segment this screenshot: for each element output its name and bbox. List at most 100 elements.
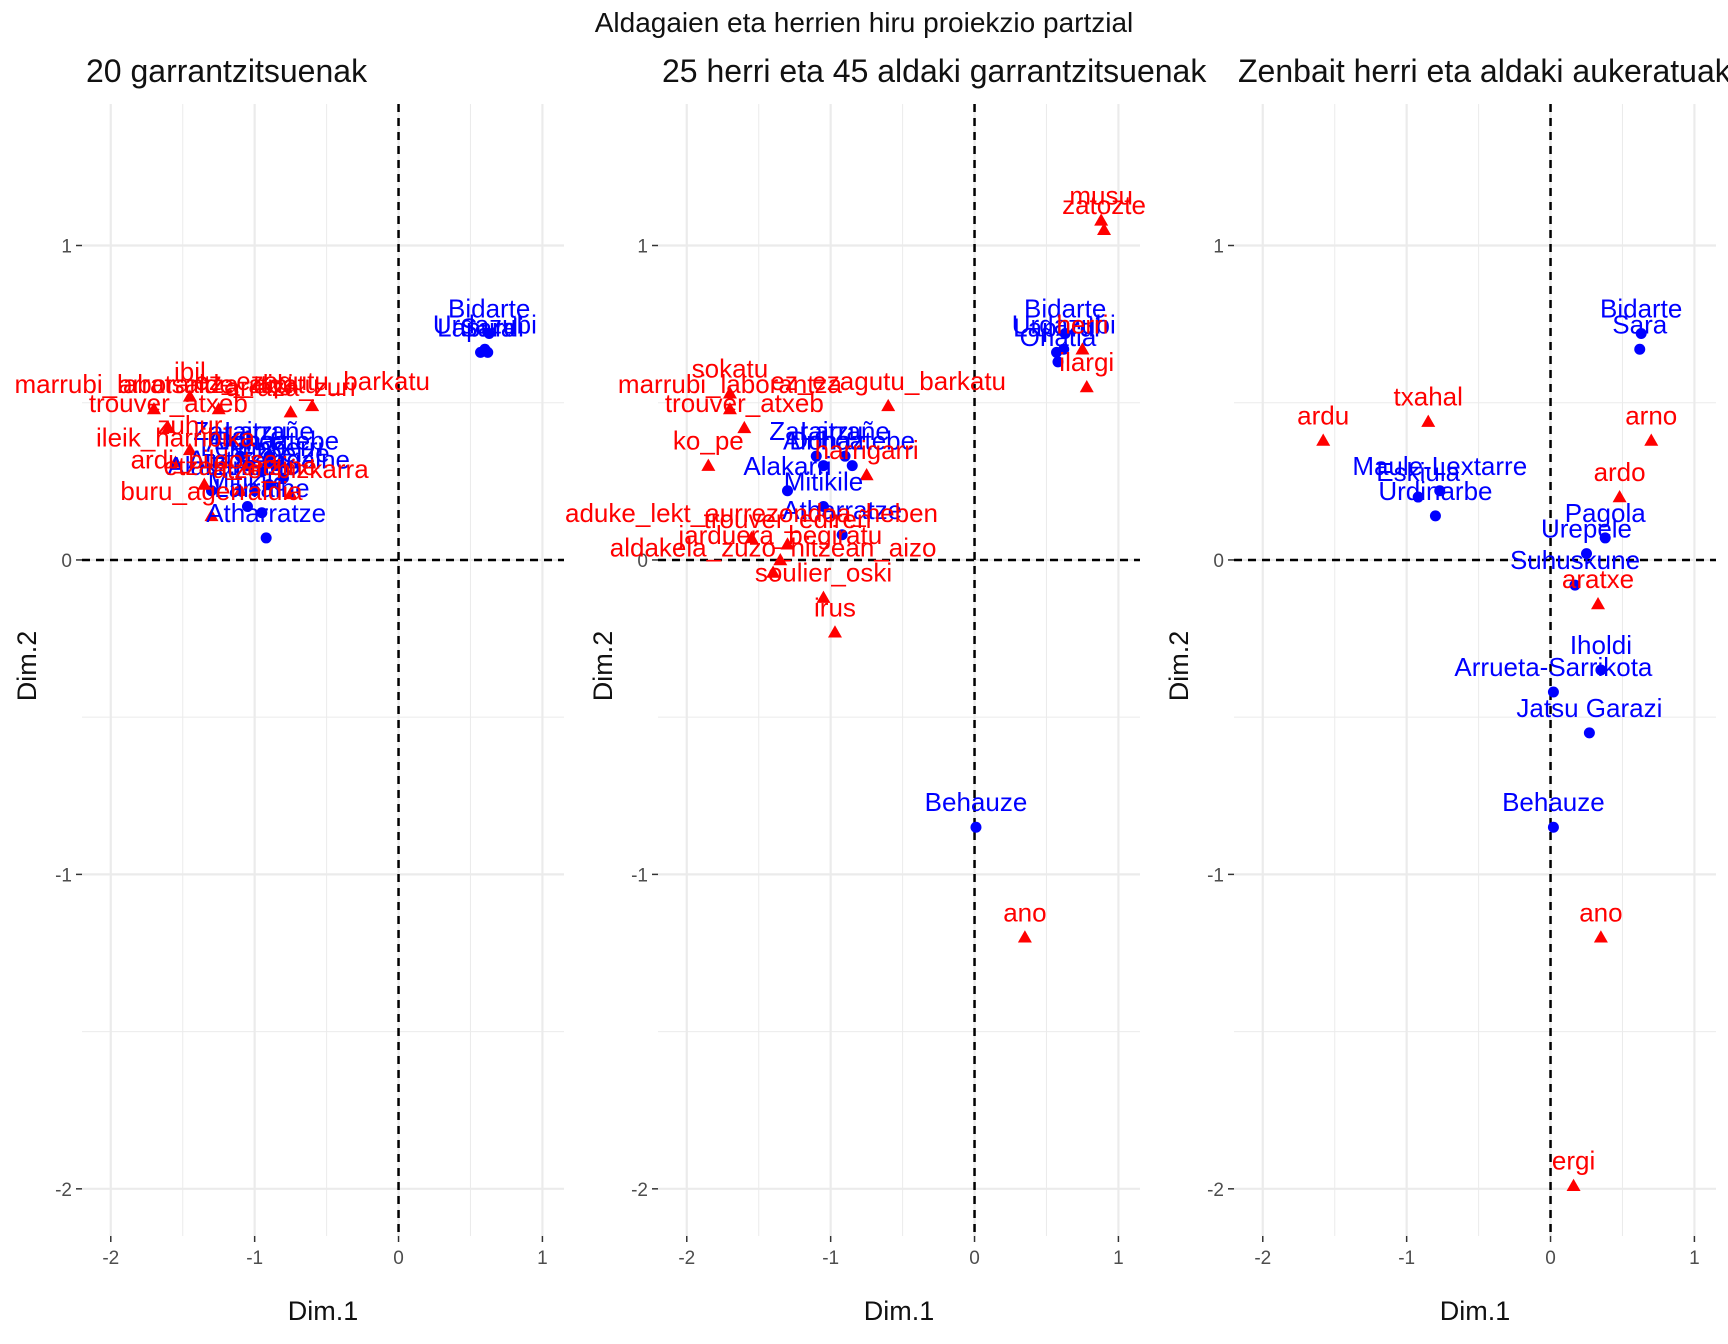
aldaki-label: etzan_aitzine: [164, 451, 317, 481]
aldaki-label: txahal: [1394, 382, 1463, 412]
aldaki-label: trouver_edireñ: [704, 504, 872, 534]
herri-label: Lapurdi: [437, 312, 524, 342]
aldaki-label: ano: [1579, 897, 1622, 927]
aldaki-point: [161, 420, 176, 434]
aldaki-label: trouver_atxeb: [665, 388, 824, 418]
herri-point: [1583, 727, 1595, 739]
aldaki-label: musu: [1069, 180, 1133, 210]
aldaki-point: [722, 402, 737, 415]
y-tick-label: 0: [1213, 551, 1224, 572]
herri-label: Zaraitzu: [193, 416, 287, 446]
herri-label: Urdazubi: [1012, 309, 1116, 339]
x-tick-label: -2: [678, 1248, 695, 1269]
aldaki-point: [168, 455, 183, 468]
aldaki-point: [1566, 1178, 1581, 1191]
herri-label: Mitikile: [784, 466, 863, 496]
herri-label: Larraine: [214, 473, 309, 503]
panel-3-ticks: -2 -1 0 1 -2 -1 0 1: [1207, 237, 1700, 1270]
aldaki-label: ano: [1003, 897, 1046, 927]
herri-label: Alakarri: [743, 451, 831, 481]
x-tick-label: 0: [969, 1248, 980, 1269]
herri-label: Aintziolagaine: [188, 444, 350, 474]
panel-2-x-axis-label: Dim.1: [864, 1296, 935, 1326]
herri-point: [1059, 328, 1071, 340]
panel-1-y-axis-label: Dim.2: [12, 631, 42, 702]
aldaki-point: [182, 389, 197, 402]
herri-label: Bidarte: [1024, 294, 1106, 324]
panel-1-points: [146, 328, 495, 544]
herri-point: [970, 821, 982, 833]
y-tick-label: -1: [631, 865, 648, 886]
aldaki-label: ardo: [1594, 457, 1646, 487]
panel-2-ticks: -2 -1 0 1 -2 -1 0 1: [631, 237, 1124, 1270]
herri-point: [1412, 491, 1424, 503]
aldaki-label: irus: [814, 592, 856, 622]
herri-label: Ainhoa: [783, 426, 864, 456]
aldaki-point: [1075, 342, 1090, 355]
aldaki-label: trouver_atxeb: [89, 388, 248, 418]
aldaki-point: [701, 458, 716, 471]
aldaki-label: atze_bizkarra: [213, 454, 370, 484]
aldaki-point: [1097, 222, 1112, 236]
herri-label: Lapurdi: [1013, 312, 1100, 342]
aldaki-point: [233, 483, 248, 497]
x-tick-label: 1: [1113, 1248, 1124, 1269]
herri-label: Alakarri: [167, 451, 255, 481]
x-tick-label: -1: [822, 1248, 839, 1269]
herri-point: [256, 466, 268, 478]
herri-point: [846, 460, 858, 472]
aldaki-label: ez_ezagutu_barkatu: [770, 366, 1006, 396]
aldaki-point: [1421, 414, 1436, 427]
aldaki-point: [1612, 490, 1627, 503]
aldaki-point: [1316, 433, 1331, 446]
aldaki-point: [780, 537, 795, 550]
panel-1-reference-lines: [82, 104, 564, 1236]
aldaki-label: arraza_zuri: [226, 372, 356, 402]
aldaki-point: [305, 398, 320, 412]
aldaki-point: [211, 402, 226, 415]
y-tick-label: -2: [1207, 1180, 1224, 1201]
y-tick-label: -2: [55, 1180, 72, 1201]
herri-point: [1547, 686, 1559, 698]
herri-label: Eskiula: [1376, 457, 1460, 487]
aldaki-label: soulier_oski: [755, 558, 892, 588]
aldaki-label: ez_ezagutu_barkatu: [194, 366, 430, 396]
herri-label: Pagola: [1565, 498, 1646, 528]
herri-point: [277, 472, 289, 484]
aldaki-point: [1644, 433, 1659, 446]
x-tick-label: 1: [537, 1248, 548, 1269]
aldaki-label: jarduera_begiratu: [677, 520, 882, 550]
aldaki-point: [816, 590, 831, 603]
panel-2-grid: [658, 104, 1140, 1236]
herri-label: Mitikile: [208, 466, 287, 496]
herri-point: [256, 507, 268, 519]
herri-label: Oñatia: [1020, 322, 1097, 352]
herri-label: Larrañe: [224, 416, 314, 446]
herri-point: [781, 485, 793, 497]
herri-label: Lekunberri: [200, 432, 323, 462]
panel-3-grid: [1234, 104, 1716, 1236]
aldaki-label: ergi: [1552, 1146, 1595, 1176]
herri-point: [1634, 343, 1646, 355]
aldaki-point: [744, 530, 759, 544]
herri-point: [1569, 579, 1581, 591]
herri-point: [1599, 532, 1611, 544]
panel-3-points: [1316, 328, 1659, 1191]
panel-2-points: [701, 213, 1112, 943]
aldaki-label: marrubi_laborantza_ttipi: [14, 369, 293, 399]
herri-point: [483, 328, 495, 340]
herri-label: Jatsu Garazi: [1516, 693, 1662, 723]
herri-label: Arrueta-Sarrikota: [1454, 652, 1652, 682]
herri-label: Urepele: [1541, 514, 1632, 544]
aldaki-point: [773, 552, 788, 566]
herri-point: [263, 450, 275, 462]
aldaki-label: aldakela_zuzo_hitzean_aizo: [610, 533, 937, 563]
herri-point: [260, 532, 272, 544]
aldaki-label: arno: [1625, 400, 1677, 430]
